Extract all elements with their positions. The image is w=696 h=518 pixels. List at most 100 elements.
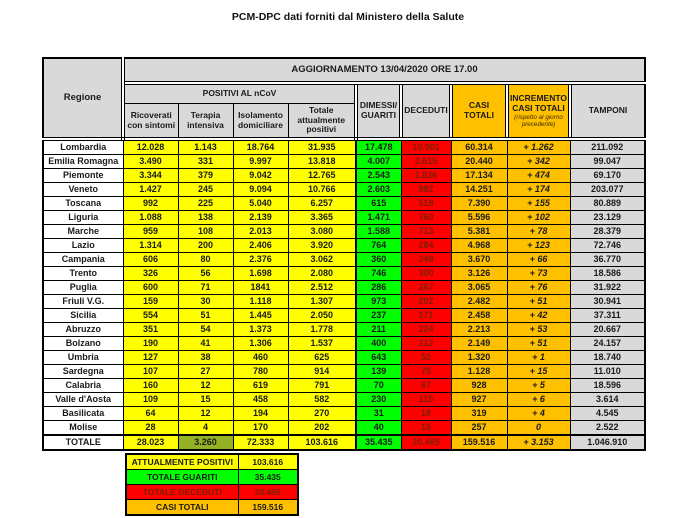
tamponi-cell: 11.010	[569, 364, 646, 379]
dimessi-guariti-cell: 70	[355, 378, 402, 393]
deceduti-cell: 67	[400, 378, 452, 393]
incremento-cell: + 1	[506, 350, 571, 365]
tamponi-cell: 23.129	[569, 210, 646, 225]
casi-totali-cell: 17.134	[450, 168, 508, 183]
ricoverati-cell: 351	[122, 322, 179, 337]
tamponi-cell: 2.522	[569, 420, 646, 436]
region-cell: Lombardia	[42, 138, 124, 155]
terapia-intensiva-cell: 200	[177, 238, 234, 253]
tamponi-cell: 37.311	[569, 308, 646, 323]
header-casi-totali: CASI TOTALI	[449, 82, 508, 141]
terapia-intensiva-cell: 108	[177, 224, 234, 239]
region-cell: Bolzano	[42, 336, 124, 351]
isolamento-cell: 1.306	[232, 336, 289, 351]
terapia-intensiva-cell: 54	[177, 322, 234, 337]
incremento-cell: + 102	[506, 210, 571, 225]
isolamento-cell: 194	[232, 406, 289, 421]
region-cell: Valle d'Aosta	[42, 392, 124, 407]
incremento-cell: + 342	[506, 154, 571, 169]
dimessi-guariti-cell: 31	[355, 406, 402, 421]
deceduti-cell: 760	[400, 210, 452, 225]
table-row: Piemonte 3.344 379 9.042 12.765 2.543 1.…	[42, 168, 646, 183]
table-row: Liguria 1.088 138 2.139 3.365 1.471 760 …	[42, 210, 646, 225]
totale-positivi-cell: 914	[287, 364, 357, 379]
totale-positivi-cell: 6.257	[287, 196, 357, 211]
totale-positivi-cell: 1.537	[287, 336, 357, 351]
dimessi-guariti-cell: 360	[355, 252, 402, 267]
tamponi-cell: 20.667	[569, 322, 646, 337]
deceduti-cell: 18	[400, 406, 452, 421]
dimessi-guariti-cell: 2.543	[355, 168, 402, 183]
incremento-cell: + 155	[506, 196, 571, 211]
terapia-intensiva-cell: 41	[177, 336, 234, 351]
incremento-cell: + 15	[506, 364, 571, 379]
table-row: Trento 326 56 1.698 2.080 746 300 3.126 …	[42, 266, 646, 281]
incremento-cell: + 123	[506, 238, 571, 253]
deceduti-cell: 224	[400, 322, 452, 337]
terapia-intensiva-cell: 51	[177, 308, 234, 323]
isolamento-cell: 619	[232, 378, 289, 393]
casi-totali-cell: 2.458	[450, 308, 508, 323]
isolamento-cell: 72.333	[232, 434, 289, 451]
tamponi-cell: 36.770	[569, 252, 646, 267]
isolamento-cell: 9.042	[232, 168, 289, 183]
ricoverati-cell: 1.088	[122, 210, 179, 225]
region-cell: Sardegna	[42, 364, 124, 379]
totale-positivi-cell: 3.080	[287, 224, 357, 239]
header-dimessi-label: DIMESSI/ GUARITI	[359, 100, 398, 120]
incremento-cell: + 474	[506, 168, 571, 183]
casi-totali-cell: 5.381	[450, 224, 508, 239]
terapia-intensiva-cell: 15	[177, 392, 234, 407]
region-cell: Liguria	[42, 210, 124, 225]
region-cell: Toscana	[42, 196, 124, 211]
isolamento-cell: 1.698	[232, 266, 289, 281]
tamponi-cell: 18.740	[569, 350, 646, 365]
deceduti-cell: 171	[400, 308, 452, 323]
table-row: Umbria 127 38 460 625 643 52 1.320 + 1 1…	[42, 350, 646, 365]
incremento-cell: + 66	[506, 252, 571, 267]
summary-row-totale-guariti: TOTALE GUARITI 35.435	[125, 469, 299, 485]
casi-totali-cell: 2.213	[450, 322, 508, 337]
terapia-intensiva-cell: 12	[177, 378, 234, 393]
table-row: Basilicata 64 12 194 270 31 18 319 + 4 4…	[42, 406, 646, 421]
ricoverati-cell: 28.023	[122, 434, 179, 451]
terapia-intensiva-cell: 56	[177, 266, 234, 281]
summary-table: ATTUALMENTE POSITIVI 103.616 TOTALE GUAR…	[125, 453, 299, 516]
isolamento-cell: 458	[232, 392, 289, 407]
header-incremento: INCREMENTO CASI TOTALI (rispetto al gior…	[505, 82, 571, 141]
region-cell: Trento	[42, 266, 124, 281]
isolamento-cell: 1.373	[232, 322, 289, 337]
dimessi-guariti-cell: 230	[355, 392, 402, 407]
ricoverati-cell: 992	[122, 196, 179, 211]
summary-label: TOTALE DECEDUTI	[125, 484, 239, 500]
casi-totali-cell: 927	[450, 392, 508, 407]
table-row: Veneto 1.427 245 9.094 10.766 2.603 882 …	[42, 182, 646, 197]
totale-positivi-cell: 31.935	[287, 138, 357, 155]
tamponi-cell: 69.170	[569, 168, 646, 183]
isolamento-cell: 5.040	[232, 196, 289, 211]
terapia-intensiva-cell: 4	[177, 420, 234, 436]
tamponi-cell: 99.047	[569, 154, 646, 169]
terapia-intensiva-cell: 3.260	[177, 434, 234, 451]
totale-positivi-cell: 582	[287, 392, 357, 407]
terapia-intensiva-cell: 138	[177, 210, 234, 225]
ricoverati-cell: 1.427	[122, 182, 179, 197]
ricoverati-cell: 64	[122, 406, 179, 421]
summary-row-totale-deceduti: TOTALE DECEDUTI 20.465	[125, 484, 299, 500]
ricoverati-cell: 3.344	[122, 168, 179, 183]
casi-totali-cell: 257	[450, 420, 508, 436]
deceduti-cell: 202	[400, 294, 452, 309]
header-totale-positivi: Totale attualmente positivi	[287, 103, 357, 141]
deceduti-cell: 882	[400, 182, 452, 197]
region-cell: Marche	[42, 224, 124, 239]
region-cell: Emilia Romagna	[42, 154, 124, 169]
dimessi-guariti-cell: 139	[355, 364, 402, 379]
header-incremento-label: INCREMENTO CASI TOTALI	[510, 93, 567, 113]
tamponi-cell: 30.941	[569, 294, 646, 309]
isolamento-cell: 460	[232, 350, 289, 365]
header-ricoverati: Ricoverati con sintomi	[122, 103, 179, 141]
region-cell: Veneto	[42, 182, 124, 197]
ricoverati-cell: 606	[122, 252, 179, 267]
casi-totali-cell: 319	[450, 406, 508, 421]
summary-label: CASI TOTALI	[125, 499, 239, 516]
